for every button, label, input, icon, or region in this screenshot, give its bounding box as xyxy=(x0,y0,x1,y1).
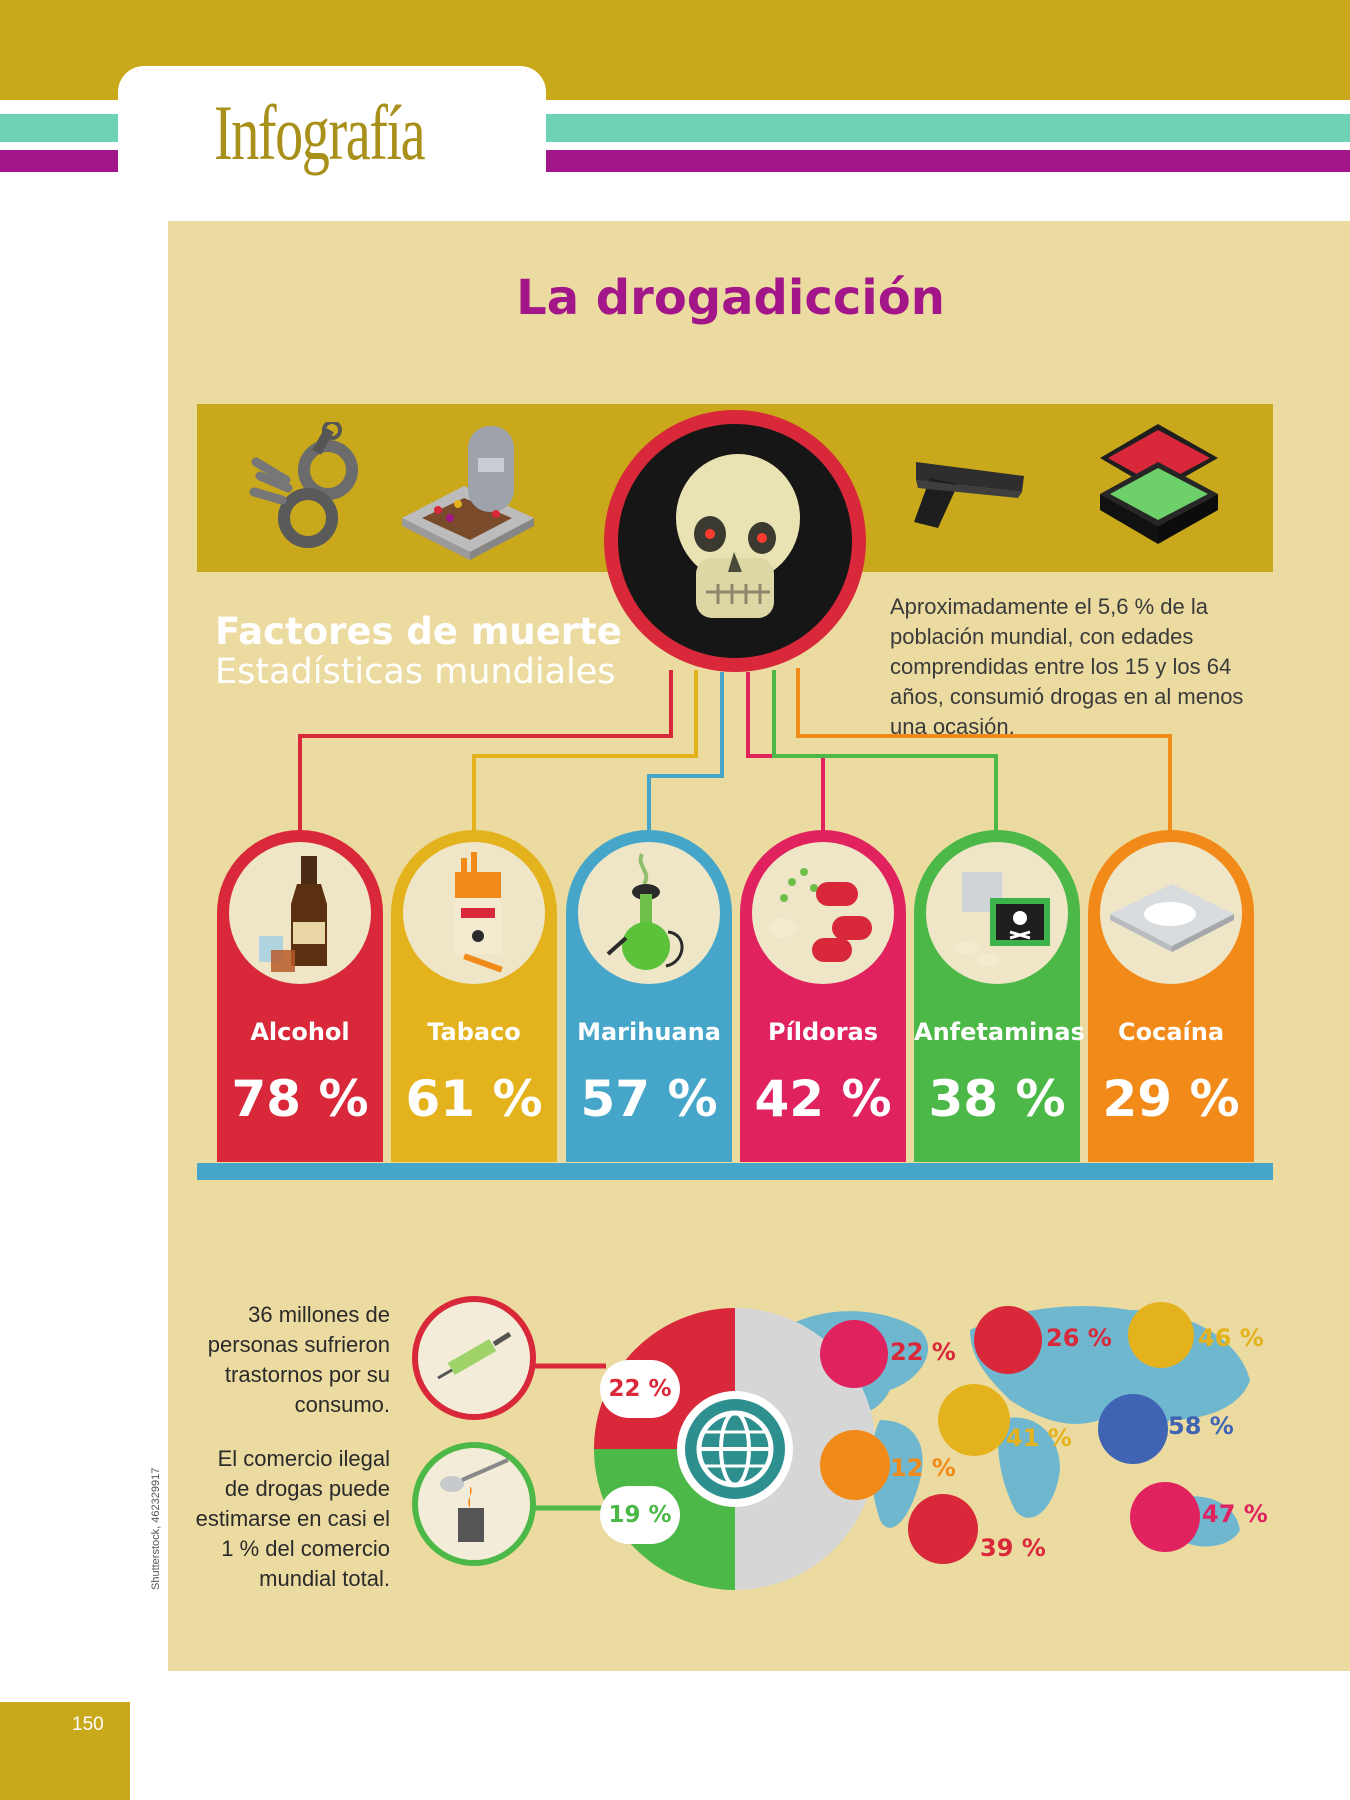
map-percent: 12 % xyxy=(890,1454,956,1482)
bottom-connectors xyxy=(534,1363,606,1511)
syringe-ring xyxy=(412,1296,536,1420)
bottle-icon xyxy=(259,856,327,972)
powder-icon xyxy=(1110,884,1234,952)
stat-trade-text: El comercio ilegal de drogas puede estim… xyxy=(195,1446,390,1591)
mushroom-icon xyxy=(974,1306,1042,1374)
category-label: Marihuana xyxy=(577,1018,721,1046)
bong-icon xyxy=(606,853,684,970)
connector-alcohol xyxy=(298,670,673,832)
map-percent: 46 % xyxy=(1198,1324,1264,1352)
cigarette-pack-icon xyxy=(455,852,503,973)
cash-icon xyxy=(820,1320,888,1388)
skull-icon xyxy=(676,454,800,618)
connector-tabaco xyxy=(472,670,698,832)
cannabis-leaf-icon xyxy=(938,1384,1010,1456)
connector-marihuana xyxy=(647,672,724,832)
factors-title: Factores de muerte xyxy=(215,610,622,653)
money-case-icon xyxy=(1100,424,1218,544)
category-base-bar xyxy=(197,1163,1273,1180)
card-icon-circle xyxy=(578,842,720,984)
card-icon-circle xyxy=(229,842,371,984)
connector-pildoras xyxy=(746,672,825,832)
category-card-tabaco: Tabaco 61 % xyxy=(391,830,557,1162)
handcuffs-icon xyxy=(249,422,358,548)
category-label: Alcohol xyxy=(250,1018,350,1046)
map-percent: 22 % xyxy=(890,1338,956,1366)
category-card-marihuana: Marihuana 57 % xyxy=(566,830,732,1162)
category-percent: 42 % xyxy=(754,1070,892,1128)
section-title: Infografía xyxy=(214,89,426,176)
category-percent: 29 % xyxy=(1102,1070,1240,1128)
category-card-alcohol: Alcohol 78 % xyxy=(217,830,383,1162)
page-number-box xyxy=(0,1702,130,1800)
map-percent: 58 % xyxy=(1168,1412,1234,1440)
page-title: La drogadicción xyxy=(516,270,945,326)
category-card-cocaina: Cocaína 29 % xyxy=(1088,830,1254,1162)
pills-icon xyxy=(768,868,872,962)
connector-anfetaminas xyxy=(772,670,998,832)
spoon-lighter-icon xyxy=(440,1458,509,1542)
map-percent: 39 % xyxy=(980,1534,1046,1562)
card-icon-circle xyxy=(926,842,1068,984)
category-percent: 57 % xyxy=(580,1070,718,1128)
percent-bubble-trade: 19 % xyxy=(600,1486,680,1544)
category-percent: 61 % xyxy=(405,1070,543,1128)
pistol-icon xyxy=(914,462,1024,528)
category-percent: 38 % xyxy=(928,1070,1066,1128)
syringe-icon xyxy=(437,1331,512,1380)
category-label: Tabaco xyxy=(427,1018,521,1046)
category-label: Cocaína xyxy=(1117,1018,1225,1046)
opium-pipe-icon xyxy=(1128,1302,1194,1368)
category-label: Píldoras xyxy=(767,1018,879,1046)
category-card-pildoras: Píldoras 42 % xyxy=(740,830,906,1162)
grave-icon xyxy=(402,426,534,560)
stat-disorders-text: 36 millones de personas sufrieron trasto… xyxy=(207,1302,390,1417)
page-number: 150 xyxy=(72,1714,104,1735)
amphetamine-box-icon xyxy=(954,872,1050,966)
joint-icon xyxy=(1098,1394,1168,1464)
map-percent: 26 % xyxy=(1046,1324,1112,1352)
category-card-anfetaminas: Anfetaminas 38 % xyxy=(914,830,1085,1162)
section-tab xyxy=(118,66,546,176)
card-icon-circle xyxy=(752,842,894,984)
map-percent: 41 % xyxy=(1006,1424,1072,1452)
package-icon xyxy=(908,1494,978,1564)
connector-cocaina xyxy=(796,668,1172,832)
factors-subtitle: Estadísticas mundiales xyxy=(215,652,616,692)
category-label: Anfetaminas xyxy=(914,1018,1085,1046)
card-icon-circle xyxy=(1100,842,1242,984)
image-credit: Shutterstock, 462329917 xyxy=(150,1467,162,1590)
percent-bubble-disorders: 22 % xyxy=(600,1360,680,1418)
card-icon-circle xyxy=(403,842,545,984)
pill-bottle-icon xyxy=(1130,1482,1200,1552)
map-percent: 47 % xyxy=(1202,1500,1268,1528)
category-percent: 78 % xyxy=(231,1070,369,1128)
spoon-ring xyxy=(412,1442,536,1566)
tablets-icon xyxy=(820,1430,890,1500)
